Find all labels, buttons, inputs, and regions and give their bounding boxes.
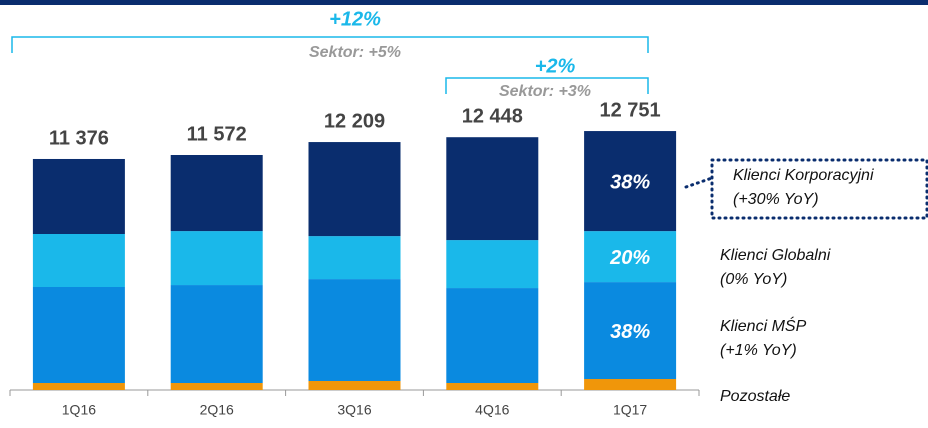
top-stripe — [0, 0, 928, 5]
total-label: 12 448 — [462, 105, 523, 127]
bar-segment — [32, 158, 125, 234]
bracket-sub: Sektor: +5% — [309, 44, 401, 61]
legend-note: (+30% YoY) — [733, 191, 819, 208]
legend-label: Klienci Korporacyjni — [733, 167, 874, 184]
share-label: 38% — [610, 321, 650, 343]
bar-segment — [308, 142, 401, 237]
x-tick-label: 4Q16 — [475, 402, 509, 418]
total-label: 12 751 — [600, 99, 661, 121]
bar-segment — [32, 286, 125, 383]
bar-segment — [446, 382, 539, 390]
x-tick-label: 3Q16 — [337, 402, 371, 418]
total-label: 12 209 — [324, 110, 385, 132]
bar-segment — [584, 131, 677, 232]
legend-note: (0% YoY) — [720, 271, 787, 288]
legend-note: (+1% YoY) — [720, 342, 797, 359]
x-tick-label: 1Q16 — [62, 402, 96, 418]
bracket-sub: Sektor: +3% — [499, 83, 591, 100]
bar-segment — [170, 285, 263, 383]
share-label: 38% — [610, 171, 650, 193]
legend-highlight-box — [710, 158, 928, 220]
share-label: 20% — [609, 247, 650, 269]
bar-segment — [446, 288, 539, 383]
bar-segment — [584, 231, 677, 283]
bar-segment — [32, 233, 125, 287]
legend-label: Klienci MŚP — [720, 316, 807, 335]
bar-segment — [170, 154, 263, 232]
bar-segment — [446, 137, 539, 241]
legend-connector — [684, 176, 714, 189]
bar-segment — [584, 379, 677, 390]
bracket — [11, 36, 649, 53]
bracket — [445, 77, 649, 94]
bracket-label: +2% — [535, 55, 576, 77]
bracket-label: +12% — [329, 8, 381, 30]
bar-segment — [446, 240, 539, 289]
bar-segment — [170, 231, 263, 286]
x-tick-label: 1Q17 — [613, 402, 647, 418]
bar-segment — [170, 382, 263, 390]
bar-segment — [308, 236, 401, 280]
bar-segment — [32, 382, 125, 390]
total-label: 11 572 — [187, 123, 247, 145]
legend-label: Klienci Globalni — [720, 247, 831, 264]
x-tick-label: 2Q16 — [200, 402, 234, 418]
bar-segment — [308, 279, 401, 382]
total-label: 11 376 — [49, 127, 109, 149]
legend-label: Pozostałe — [720, 388, 790, 405]
bar-segment — [584, 282, 677, 380]
bar-segment — [308, 381, 401, 390]
